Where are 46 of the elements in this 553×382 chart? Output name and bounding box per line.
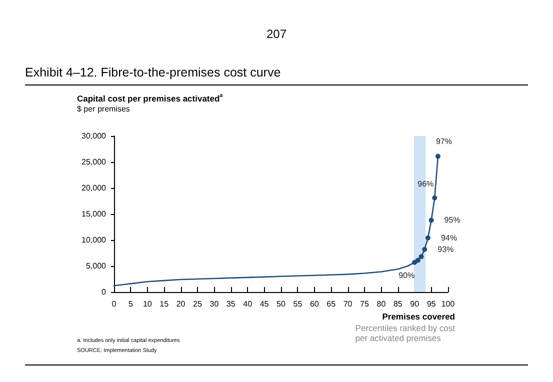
point bbox=[435, 154, 440, 159]
x-tick-label: 10 bbox=[142, 300, 152, 308]
y-tick-label: 20,000 bbox=[82, 184, 107, 192]
y-tick-label: 25,000 bbox=[82, 158, 107, 166]
text: $ per premises bbox=[77, 104, 130, 114]
point bbox=[418, 254, 424, 260]
x-tick-label: 50 bbox=[276, 300, 286, 308]
x-axis-title: Premises covered bbox=[382, 312, 456, 322]
x-tick-label: 5 bbox=[128, 300, 134, 308]
x-tick-label: 0 bbox=[112, 300, 117, 308]
x-tick-label: 80 bbox=[376, 300, 386, 308]
x-tick-label: 40 bbox=[243, 300, 253, 308]
x-tick-label: 100 bbox=[441, 300, 456, 308]
annotation: 94% bbox=[440, 233, 457, 242]
x-tick-label: 95 bbox=[426, 300, 436, 308]
x-tick-label: 70 bbox=[343, 300, 353, 308]
point bbox=[428, 218, 434, 223]
x-tick-label: 20 bbox=[176, 300, 186, 308]
x-tick-label: 60 bbox=[310, 300, 320, 308]
point bbox=[425, 235, 430, 240]
y-tick-label: 15,000 bbox=[82, 210, 107, 218]
x-tick-label: 90 bbox=[410, 300, 420, 308]
annotation: 97% bbox=[436, 136, 452, 146]
annotation: 95% bbox=[444, 216, 460, 225]
y-tick-label: 5,000 bbox=[86, 262, 107, 270]
x-tick-label: 15 bbox=[160, 300, 170, 308]
text: Percentiles ranked by cost per activated premises bbox=[355, 323, 456, 343]
annotation: 90% bbox=[398, 270, 415, 280]
x-tick-label: 35 bbox=[226, 300, 236, 308]
point bbox=[432, 195, 438, 200]
y-tick-label: 30,000 bbox=[82, 132, 107, 140]
annotation: 96% bbox=[418, 179, 434, 188]
annotation: 93% bbox=[438, 244, 454, 254]
x-tick-label: 75 bbox=[360, 300, 370, 308]
point bbox=[415, 258, 420, 263]
text: 207 bbox=[266, 27, 287, 41]
chart-title: Exhibit 4–12. Fibre-to-the-premises cost curve bbox=[25, 66, 281, 80]
x-tick-label: 45 bbox=[260, 300, 270, 308]
y-tick-label: 0 bbox=[102, 288, 107, 296]
point bbox=[422, 246, 428, 252]
x-tick-label: 55 bbox=[293, 300, 303, 308]
x-tick-label: 30 bbox=[210, 300, 220, 308]
y-tick-label: 10,000 bbox=[82, 236, 107, 244]
x-tick-label: 25 bbox=[193, 300, 202, 308]
x-tick-label: 85 bbox=[393, 300, 403, 308]
x-tick-label: 65 bbox=[326, 300, 336, 308]
